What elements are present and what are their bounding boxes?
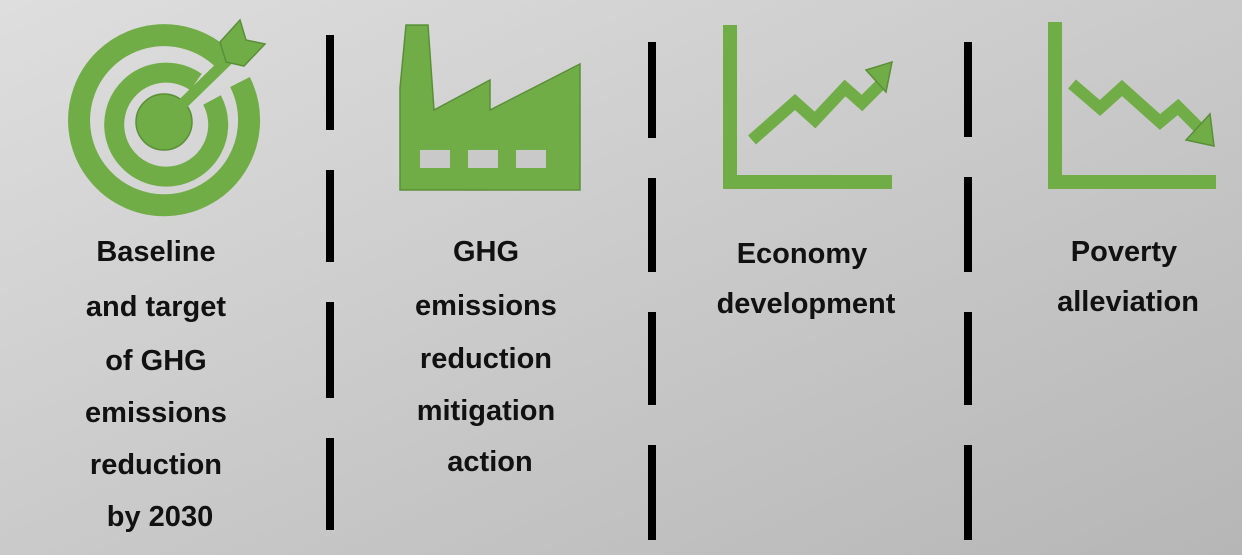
label: Poverty alleviation bbox=[1057, 236, 1199, 318]
label: Economy development bbox=[717, 238, 896, 320]
factory-icon bbox=[399, 24, 581, 191]
decline-icon bbox=[1048, 22, 1216, 189]
target-icon bbox=[68, 18, 267, 217]
label: GHG emissions reduction mitigation actio… bbox=[415, 236, 565, 478]
growth-icon bbox=[723, 25, 893, 189]
label: Baseline and target of GHG emissions red… bbox=[85, 236, 235, 533]
